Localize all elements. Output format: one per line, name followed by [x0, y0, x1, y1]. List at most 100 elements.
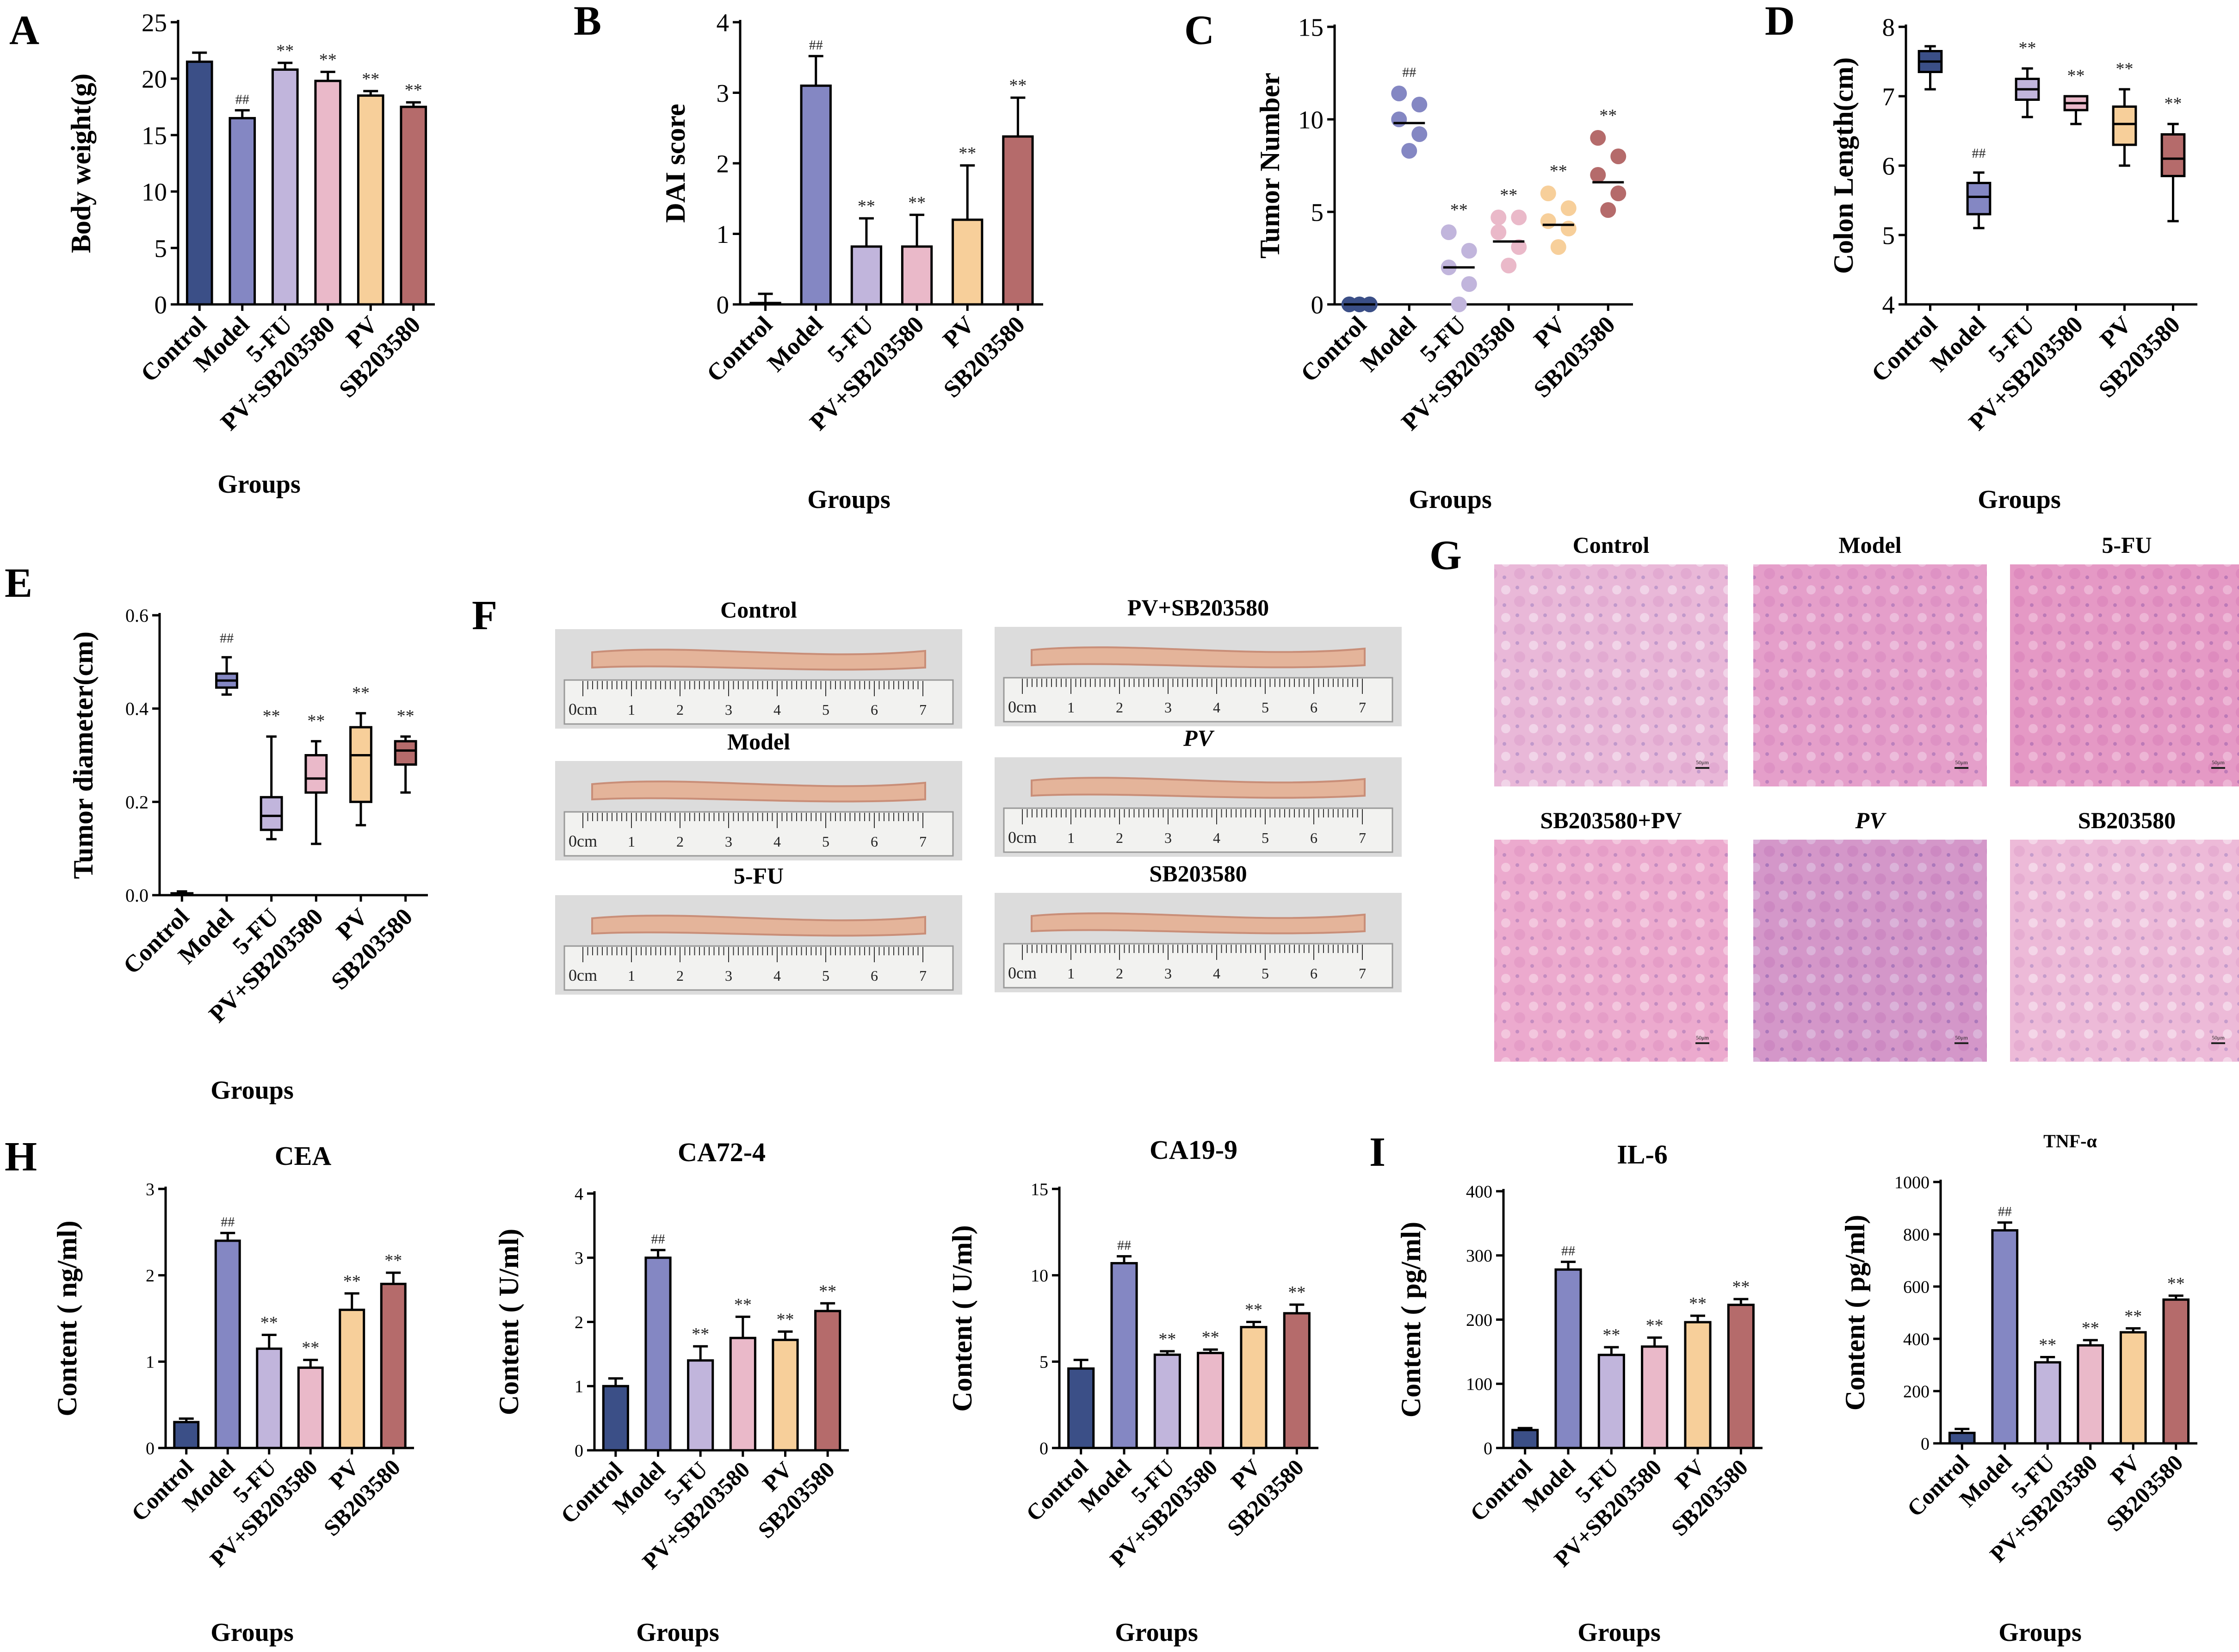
y-tick-label: 4	[1882, 291, 1895, 319]
y-tick-label: 0	[1039, 1439, 1048, 1458]
bar	[850, 245, 883, 306]
significance-mark: **	[2019, 38, 2036, 58]
y-tick-label: 200	[1903, 1382, 1930, 1401]
y-tick-label: 3	[146, 1180, 155, 1199]
category-label: PV	[1529, 311, 1571, 353]
significance-mark: **	[692, 1324, 709, 1344]
ruler-label: 2	[1116, 699, 1123, 716]
panel-letter-a: A	[9, 7, 39, 53]
data-point	[1540, 186, 1556, 201]
histology-label: SB203580+PV	[1540, 807, 1682, 833]
data-point	[1461, 243, 1477, 259]
x-axis-label: Groups	[210, 1076, 293, 1105]
panel-letter-b: B	[574, 0, 601, 44]
histology-panel: 50μm Control 50μm Model 50μm 5-FU 50μm SB203580…	[1494, 532, 2239, 1062]
y-tick-label: 800	[1903, 1225, 1930, 1244]
y-tick-label: 100	[1466, 1375, 1492, 1394]
ruler-label: 4	[773, 833, 781, 850]
ruler-label: 5	[822, 967, 829, 984]
y-tick-label: 4	[717, 8, 730, 37]
y-tick-label: 5	[1882, 221, 1895, 249]
significance-mark: ##	[235, 92, 249, 107]
bar	[1110, 1262, 1138, 1449]
data-point	[1411, 97, 1428, 112]
significance-mark: **	[260, 1313, 278, 1332]
bar	[1283, 1312, 1311, 1449]
bar	[1240, 1326, 1268, 1449]
significance-mark: **	[1202, 1328, 1219, 1347]
ruler-label: 4	[1213, 699, 1220, 716]
significance-mark: **	[2167, 1274, 2185, 1293]
ruler-label: 7	[919, 967, 927, 984]
ruler-label: 3	[1164, 699, 1172, 716]
y-tick-label: 200	[1466, 1311, 1492, 1330]
panel-letter-g: G	[1429, 532, 1462, 578]
y-tick-label: 5	[155, 234, 167, 262]
ruler-label: 0cm	[1008, 964, 1037, 982]
bar	[380, 1282, 407, 1449]
y-tick-label: 0	[155, 291, 167, 319]
significance-mark: **	[1602, 1325, 1620, 1345]
y-tick-label: 1	[146, 1353, 155, 1372]
bar	[256, 1347, 283, 1449]
y-tick-label: 3	[575, 1249, 583, 1268]
ruler	[563, 945, 954, 991]
significance-mark: **	[384, 1251, 402, 1270]
ruler-label: 6	[871, 701, 878, 718]
y-tick-label: 0	[1484, 1439, 1492, 1458]
y-tick-label: 400	[1466, 1182, 1492, 1201]
y-axis-label: Tumor Number	[1255, 73, 1285, 259]
data-point	[1560, 200, 1577, 216]
y-tick-label: 0	[1311, 291, 1324, 319]
bar	[952, 218, 983, 306]
significance-mark: **	[1599, 106, 1617, 125]
x-axis-label: Groups	[1577, 1618, 1660, 1647]
y-tick-label: 1	[575, 1377, 583, 1397]
significance-mark: **	[2067, 66, 2085, 86]
ruler-label: 3	[725, 833, 732, 850]
x-axis-label: Groups	[1998, 1618, 2081, 1647]
data-point	[1461, 276, 1477, 292]
significance-mark: ##	[1117, 1238, 1131, 1253]
box	[304, 754, 328, 794]
ruler-label: 6	[1310, 829, 1317, 846]
significance-mark: **	[405, 80, 422, 100]
ruler-label: 6	[1310, 965, 1317, 982]
significance-mark: **	[1288, 1283, 1305, 1302]
ruler-label: 3	[1164, 829, 1172, 846]
ruler-label: 7	[1359, 699, 1366, 716]
significance-mark: **	[397, 706, 414, 726]
y-tick-label: 15	[1298, 13, 1324, 41]
ruler	[1003, 807, 1393, 853]
y-axis-label: Tumor diameter(cm)	[68, 631, 99, 879]
ruler	[1003, 677, 1393, 723]
data-point	[1590, 130, 1606, 146]
significance-mark: **	[1646, 1316, 1664, 1335]
colon-specimen	[591, 649, 926, 671]
y-tick-label: 300	[1466, 1246, 1492, 1266]
bar	[1727, 1304, 1755, 1449]
y-axis-label: Content ( pg/ml)	[1840, 1215, 1870, 1411]
significance-mark: **	[1245, 1300, 1262, 1319]
significance-mark: **	[959, 144, 976, 163]
ruler-label: 1	[628, 701, 635, 718]
ruler-label: 2	[676, 833, 684, 850]
data-point	[1391, 111, 1407, 127]
category-label: SB203580	[319, 1454, 405, 1541]
panel-letter-f: F	[472, 593, 497, 638]
y-tick-label: 0	[717, 291, 730, 319]
ruler-label: 1	[1067, 829, 1075, 846]
y-tick-label: 3	[717, 79, 730, 107]
bar	[214, 1239, 241, 1449]
ruler-label: 6	[1310, 699, 1317, 716]
ruler-label: 1	[628, 967, 635, 984]
data-point	[1590, 167, 1606, 183]
y-axis-label: Colon Length(cm)	[1828, 57, 1859, 274]
significance-mark: **	[276, 41, 294, 61]
bar	[602, 1385, 629, 1452]
significance-mark: **	[2165, 94, 2182, 113]
category-label: Model	[762, 311, 828, 377]
